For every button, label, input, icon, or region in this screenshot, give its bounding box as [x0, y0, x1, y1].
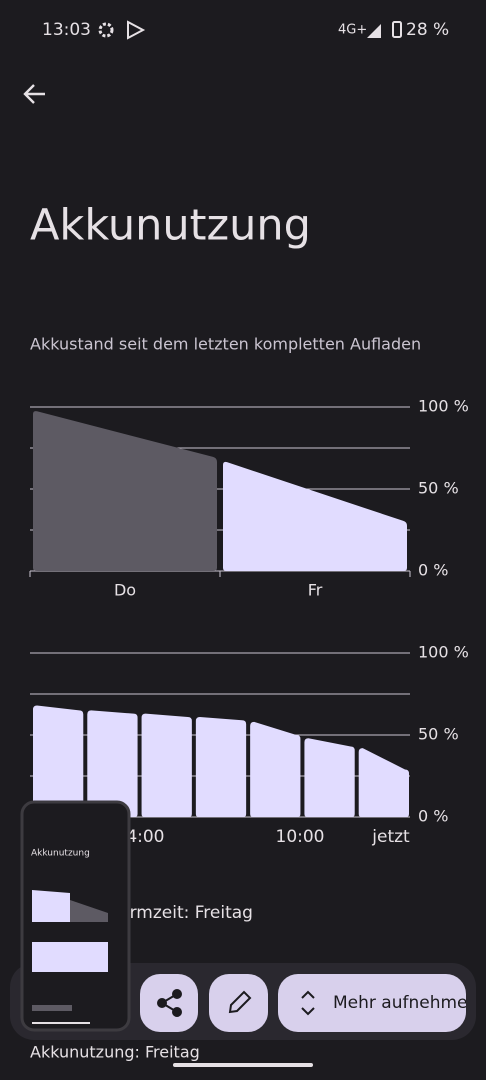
edit-icon: [228, 990, 252, 1014]
battery-area: [223, 461, 407, 571]
signal-icon: [367, 24, 381, 38]
y-tick-label: 0 %: [418, 561, 448, 580]
preview-underline: [32, 1022, 90, 1024]
bar: [141, 713, 192, 817]
bar: [250, 721, 301, 817]
expand-icon: [301, 990, 315, 1016]
edit-button[interactable]: [209, 974, 268, 1032]
bar: [304, 738, 355, 817]
more-label: Mehr aufnehmen: [333, 993, 478, 1013]
back-button[interactable]: [23, 84, 45, 104]
battery-icon: [392, 21, 402, 38]
y-tick-label: 100 %: [418, 397, 469, 416]
network: 4G+: [338, 23, 367, 38]
x-tick-label: Do: [114, 581, 136, 600]
preview-chart: [32, 942, 108, 972]
nav-handle: [173, 1063, 313, 1067]
more-button[interactable]: [278, 974, 466, 1032]
x-tick-label: 10:00: [276, 827, 325, 847]
bar: [358, 748, 409, 817]
y-tick-label: 50 %: [418, 725, 459, 744]
y-tick-label: 100 %: [418, 643, 469, 662]
y-tick-label: 0 %: [418, 807, 448, 826]
bar: [33, 705, 84, 817]
x-tick-label: Fr: [308, 581, 323, 600]
page-title: Akkunutzung: [30, 201, 311, 251]
play-icon: [127, 20, 146, 40]
preview-text: [32, 1005, 72, 1011]
settings-icon: [98, 22, 114, 38]
battery: 28 %: [406, 20, 449, 40]
preview-title: Akkunutzung: [31, 849, 90, 859]
share-button[interactable]: [140, 974, 198, 1032]
share-icon: [157, 989, 182, 1017]
bar: [87, 710, 138, 817]
chart-title: Akkustand seit dem letzten kompletten Au…: [30, 335, 421, 354]
preview-chart: [70, 900, 108, 922]
clock: 13:03: [42, 20, 91, 40]
battery-area: [33, 411, 217, 571]
y-tick-label: 50 %: [418, 479, 459, 498]
bar: [195, 716, 247, 817]
section-title: Akkunutzung: Freitag: [30, 1043, 200, 1062]
preview-chart: [32, 890, 70, 922]
x-tick-label: jetzt: [371, 827, 410, 847]
